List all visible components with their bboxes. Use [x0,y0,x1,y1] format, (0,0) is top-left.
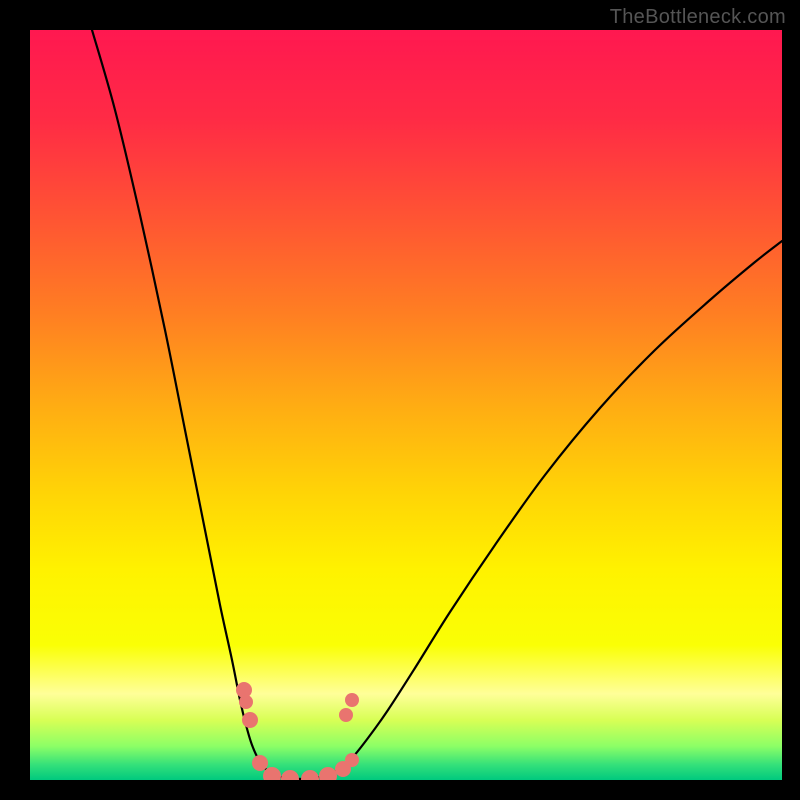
data-marker [239,695,253,709]
watermark-text: TheBottleneck.com [610,6,786,29]
data-marker [345,753,359,767]
data-marker [252,755,268,771]
plot-area [30,30,782,780]
data-marker [345,693,359,707]
data-marker [242,712,258,728]
gradient-background [30,30,782,780]
bottleneck-chart-svg [30,30,782,780]
data-marker [339,708,353,722]
